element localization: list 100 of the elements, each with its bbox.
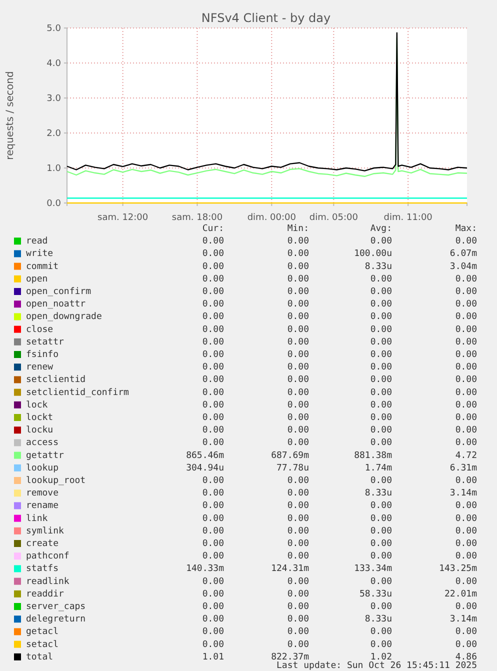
text: 304.94u (186, 463, 224, 474)
text: 0.00 (287, 362, 309, 373)
text: 77.78u (276, 463, 309, 474)
text: 0.00 (202, 362, 224, 373)
text: 0.00 (202, 589, 224, 600)
text: 0.00 (370, 388, 392, 398)
text: 0.00 (287, 501, 309, 512)
legend-label: open_downgrade (26, 312, 102, 322)
text: 0.00 (287, 539, 309, 549)
legend-label: pathconf (26, 552, 70, 562)
text: 822.37m (271, 652, 309, 662)
legend-label: lookup (26, 463, 59, 474)
text: 0.00 (202, 576, 224, 587)
text: 881.38m (354, 450, 392, 461)
text: 3.14m (450, 488, 477, 499)
text: 0.00 (287, 337, 309, 348)
y-axis-title: requests / second (5, 71, 16, 160)
text: 8.33u (364, 614, 392, 625)
text: 0.00 (455, 413, 477, 423)
text: Min: (287, 224, 309, 234)
text: 0.00 (455, 476, 477, 486)
text: 865.46m (186, 450, 224, 461)
text: 0.00 (370, 274, 392, 284)
text: 0.00 (370, 324, 392, 335)
text: 0.00 (202, 438, 224, 448)
text: 140.33m (186, 564, 224, 574)
text: 0.00 (287, 589, 309, 600)
text: 0.00 (202, 476, 224, 486)
text: 0.00 (370, 362, 392, 373)
text: 0.00 (287, 262, 309, 272)
legend-label: create (26, 539, 59, 549)
text: Last update: Sun Oct 26 15:45:11 2025 (276, 661, 477, 671)
text: 0.00 (202, 300, 224, 310)
x-tick-label: sam. 12:00 (97, 212, 148, 223)
text: 0.00 (455, 274, 477, 284)
text: 0.00 (287, 488, 309, 499)
legend-label: readlink (26, 576, 70, 587)
text: 100.00u (354, 249, 392, 260)
text: 0.00 (455, 350, 477, 360)
text: 124.31m (271, 564, 309, 574)
y-tick-label: 3.0 (46, 94, 62, 104)
legend-label: write (26, 249, 54, 260)
legend-label: total (26, 652, 54, 662)
text: 0.00 (455, 602, 477, 612)
text: 0.00 (455, 300, 477, 310)
text: 0.00 (287, 552, 309, 562)
text: 0.00 (370, 640, 392, 650)
text: 0.00 (370, 501, 392, 512)
text: 0.00 (287, 640, 309, 650)
text: 0.00 (202, 501, 224, 512)
text: 0.00 (287, 627, 309, 638)
legend-label: setclientid_confirm (26, 388, 129, 398)
y-tick-label: 1.0 (46, 164, 62, 174)
text: 0.00 (455, 337, 477, 348)
legend-label: symlink (26, 526, 65, 536)
text: 0.00 (455, 514, 477, 524)
text: 0.00 (455, 539, 477, 549)
text: 0.00 (202, 488, 224, 499)
text: 0.00 (287, 312, 309, 322)
legend-label: getattr (26, 450, 65, 461)
text: 0.00 (455, 640, 477, 650)
text: 0.00 (455, 236, 477, 247)
text: Max: (455, 224, 477, 234)
text: 0.00 (370, 539, 392, 549)
text: 143.25m (439, 564, 477, 574)
x-tick-label: dim. 00:00 (247, 212, 296, 223)
text: 0.00 (287, 287, 309, 297)
text: 0.00 (202, 236, 224, 247)
text: 0.00 (287, 476, 309, 486)
text: 0.00 (370, 350, 392, 360)
legend-label: open_noattr (26, 300, 86, 310)
text: 0.00 (287, 236, 309, 247)
text: 0.00 (287, 300, 309, 310)
text: 0.00 (455, 576, 477, 587)
legend-label: renew (26, 362, 54, 373)
text: Avg: (370, 224, 392, 234)
text: 0.00 (370, 337, 392, 348)
text: 0.00 (287, 324, 309, 335)
text: 0.00 (370, 287, 392, 297)
legend-label: getacl (26, 627, 59, 638)
text: 0.00 (202, 552, 224, 562)
text: 0.00 (287, 350, 309, 360)
legend-label: delegreturn (26, 614, 86, 625)
text: 0.00 (455, 501, 477, 512)
text: 0.00 (202, 602, 224, 612)
text: 0.00 (202, 627, 224, 638)
y-tick-label: 5.0 (46, 24, 62, 34)
text: 0.00 (287, 602, 309, 612)
text: 0.00 (202, 249, 224, 260)
text: 6.07m (450, 249, 477, 260)
text: 22.01m (444, 589, 477, 600)
text: 0.00 (455, 400, 477, 410)
legend-label: setattr (26, 337, 65, 348)
text: 0.00 (202, 426, 224, 436)
legend-label: lockt (26, 413, 54, 423)
text: 0.00 (370, 300, 392, 310)
y-tick-label: 0.0 (46, 198, 62, 209)
text: 0.00 (202, 526, 224, 536)
text: 0.00 (287, 514, 309, 524)
text: 687.69m (271, 450, 309, 461)
